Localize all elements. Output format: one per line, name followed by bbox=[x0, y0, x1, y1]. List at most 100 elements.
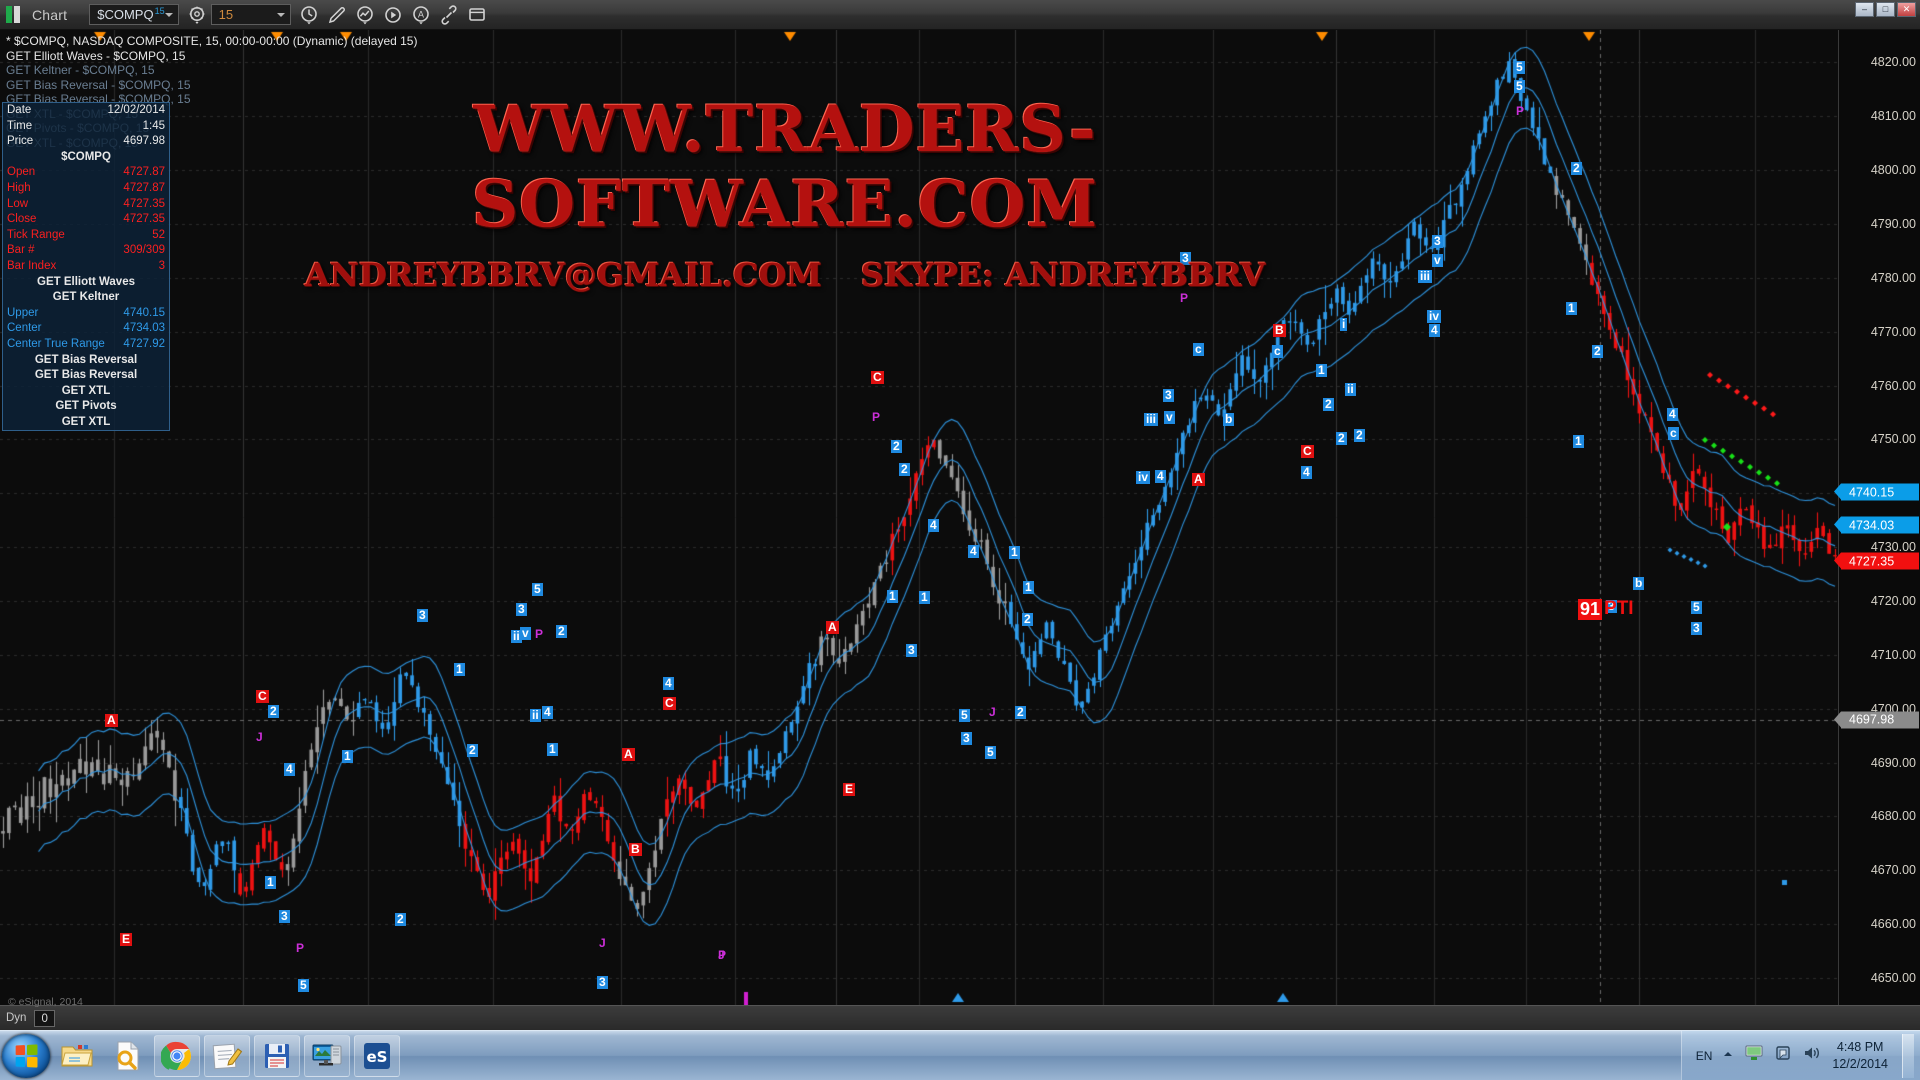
interval-value: 15 bbox=[218, 7, 234, 22]
elliott-wave-label: 2 bbox=[268, 704, 279, 718]
data-window-row: Close 4727.35 bbox=[3, 212, 169, 228]
data-window-section-header: GET Pivots bbox=[55, 400, 117, 413]
data-row-label: Tick Range bbox=[7, 228, 65, 241]
elliott-wave-label: 5 bbox=[298, 978, 309, 992]
data-window-row: Low 4727.35 bbox=[3, 197, 169, 213]
time-interval-icon[interactable] bbox=[296, 2, 322, 28]
data-row-value: 4697.98 bbox=[123, 135, 165, 148]
esignal-icon[interactable]: eS bbox=[354, 1034, 400, 1077]
draw-pencil-icon[interactable] bbox=[324, 2, 350, 28]
elliott-wave-label: v bbox=[1164, 410, 1175, 424]
chart-bars-icon bbox=[6, 6, 24, 24]
minimize-button[interactable]: – bbox=[1855, 2, 1874, 17]
elliott-wave-label: C bbox=[256, 689, 269, 703]
candlestick-canvas[interactable] bbox=[0, 30, 1838, 1005]
elliott-wave-label: ii bbox=[511, 629, 522, 643]
elliott-wave-label: 1 bbox=[887, 589, 898, 603]
notepad-edit-icon[interactable] bbox=[204, 1034, 250, 1077]
elliott-wave-label: 3 bbox=[279, 909, 290, 923]
elliott-wave-label: 4 bbox=[542, 705, 553, 719]
elliott-wave-label: A bbox=[1192, 472, 1205, 486]
speaker-icon[interactable] bbox=[1802, 1044, 1822, 1067]
elliott-wave-label: 3 bbox=[1163, 388, 1174, 402]
symbol-gear-icon[interactable] bbox=[184, 2, 210, 28]
data-row-value: 12/02/2014 bbox=[107, 104, 165, 116]
status-dyn-field[interactable]: 0 bbox=[34, 1009, 55, 1027]
data-window-row: Time 1:45 bbox=[3, 119, 169, 135]
elliott-wave-label: 4 bbox=[1301, 465, 1312, 479]
elliott-wave-label: P bbox=[296, 941, 305, 955]
save-disk-icon[interactable] bbox=[254, 1034, 300, 1077]
remote-desktop-icon[interactable] bbox=[304, 1034, 350, 1077]
chart-canvas-area[interactable]: AEC2J413P51231235iivP2ii41ABC4J23JPEACP2… bbox=[0, 30, 1920, 1030]
elliott-wave-label: P bbox=[718, 948, 727, 962]
playback-icon[interactable] bbox=[380, 2, 406, 28]
elliott-wave-label: 2 bbox=[1336, 431, 1347, 445]
elliott-wave-label: 3 bbox=[1432, 234, 1443, 248]
elliott-wave-label: A bbox=[622, 747, 635, 761]
symbol-input[interactable]: $COMPQ 15 bbox=[89, 4, 179, 25]
price-tag: 4697.98 bbox=[1834, 711, 1919, 729]
search-file-icon[interactable] bbox=[104, 1035, 150, 1077]
chart-study-icon[interactable] bbox=[352, 2, 378, 28]
maximize-button[interactable]: □ bbox=[1876, 2, 1895, 17]
elliott-wave-label: J bbox=[256, 730, 263, 744]
data-row-value: 4727.87 bbox=[123, 181, 165, 194]
chrome-icon[interactable] bbox=[154, 1034, 200, 1077]
data-row-label: High bbox=[7, 181, 31, 194]
data-window-row: Bar Index 3 bbox=[3, 259, 169, 275]
close-button[interactable]: ✕ bbox=[1897, 2, 1916, 17]
elliott-wave-label: 2 bbox=[1015, 705, 1026, 719]
elliott-wave-label: v bbox=[1432, 253, 1443, 267]
elliott-wave-label: v bbox=[520, 626, 531, 640]
flag-icon[interactable] bbox=[1774, 1044, 1792, 1067]
window-layout-icon[interactable] bbox=[464, 2, 490, 28]
legend-line: * $COMPQ, NASDAQ COMPOSITE, 15, 00:00-00… bbox=[6, 34, 418, 48]
chevron-up-icon[interactable] bbox=[1722, 1047, 1734, 1065]
price-axis-tick: 4770.00 bbox=[1870, 324, 1916, 339]
price-axis-tick: 4810.00 bbox=[1870, 109, 1916, 124]
legend-line: GET Bias Reversal - $COMPQ, 15 bbox=[6, 77, 191, 92]
elliott-wave-labels: AEC2J413P51231235iivP2ii41ABC4J23JPEACP2… bbox=[0, 30, 1838, 1005]
data-row-value: 52 bbox=[152, 228, 165, 241]
chevron-down-icon[interactable] bbox=[164, 12, 173, 17]
clock[interactable]: 4:48 PM 12/2/2014 bbox=[1832, 1039, 1888, 1073]
show-desktop-button[interactable] bbox=[1902, 1033, 1914, 1078]
elliott-wave-label: 4 bbox=[968, 544, 979, 558]
price-axis-tick: 4650.00 bbox=[1870, 971, 1916, 986]
pti-label: PTI bbox=[1604, 598, 1634, 619]
price-axis-tick: 4760.00 bbox=[1870, 378, 1916, 393]
network-icon[interactable] bbox=[1744, 1044, 1764, 1067]
price-axis-tick: 4690.00 bbox=[1870, 755, 1916, 770]
windows-start-orb-icon[interactable] bbox=[2, 1033, 50, 1078]
elliott-wave-label: 3 bbox=[1180, 251, 1191, 265]
data-window-panel[interactable]: Date 12/02/2014 Time 1:45 Price 4697.98 $COMPQ… bbox=[2, 102, 170, 432]
elliott-wave-label: 2 bbox=[1571, 161, 1582, 175]
data-row-label: Center True Range bbox=[7, 337, 105, 350]
elliott-wave-label: 5 bbox=[532, 582, 543, 596]
price-plot[interactable]: AEC2J413P51231235iivP2ii41ABC4J23JPEACP2… bbox=[0, 30, 1838, 1005]
explorer-icon[interactable] bbox=[54, 1035, 100, 1077]
elliott-wave-label: P bbox=[872, 410, 881, 424]
price-tag: 4727.35 bbox=[1834, 552, 1919, 570]
data-row-label: Open bbox=[7, 166, 36, 179]
elliott-wave-label: 3 bbox=[961, 731, 972, 745]
elliott-wave-label: 2 bbox=[1022, 612, 1033, 626]
data-window-row: Center True Range 4727.92 bbox=[3, 337, 169, 353]
elliott-wave-label: iii bbox=[1418, 269, 1433, 283]
price-axis[interactable]: 4650.00 4660.00 4670.00 4680.00 4690.00 4700.… bbox=[1834, 30, 1920, 1005]
elliott-wave-label: 3 bbox=[516, 602, 527, 616]
elliott-wave-label: B bbox=[1273, 323, 1286, 337]
data-window-row: High 4727.87 bbox=[3, 181, 169, 197]
elliott-wave-label: 4 bbox=[1155, 469, 1166, 483]
interval-input[interactable]: 15 bbox=[210, 4, 291, 25]
data-window-section-header: GET Keltner bbox=[52, 291, 120, 304]
data-row-value: 4727.35 bbox=[123, 213, 165, 226]
price-axis-tick: 4780.00 bbox=[1870, 270, 1916, 285]
chevron-down-icon[interactable] bbox=[276, 12, 285, 17]
annotation-text-icon[interactable]: A bbox=[408, 2, 434, 28]
link-symbol-icon[interactable] bbox=[436, 2, 462, 28]
language-indicator[interactable]: EN bbox=[1695, 1048, 1713, 1063]
elliott-wave-label: 2 bbox=[1323, 397, 1334, 411]
